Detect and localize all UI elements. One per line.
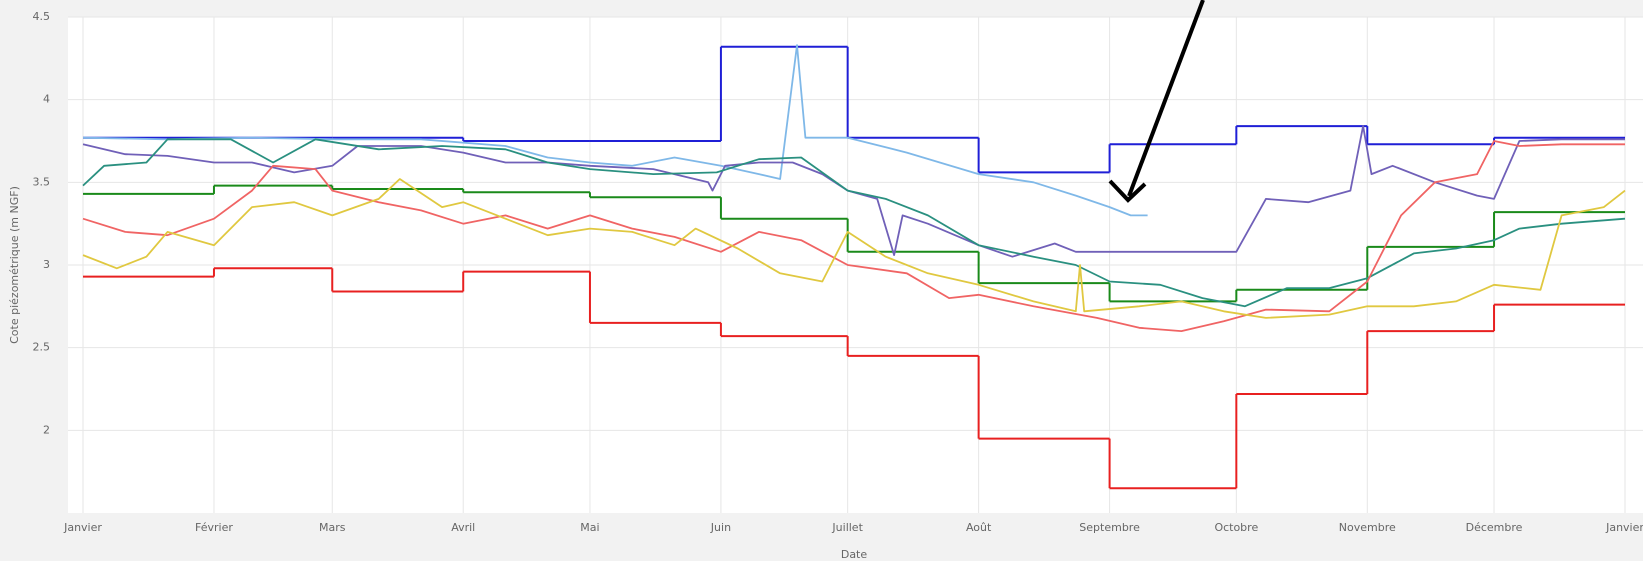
x-axis-label: Date — [841, 548, 868, 561]
series-line — [82, 178, 1626, 319]
arrow-head — [1108, 179, 1147, 203]
series-line — [82, 44, 1148, 217]
y-tick-label: 4.5 — [33, 10, 51, 23]
x-tick-label: Novembre — [1339, 521, 1396, 534]
x-tick-label: Janvier — [1605, 521, 1643, 534]
y-tick-label: 2 — [43, 423, 50, 436]
y-axis-label: Cote piézométrique (m NGF) — [8, 186, 21, 344]
series-line — [82, 138, 1626, 308]
x-tick-label: Février — [195, 521, 233, 534]
x-tick-label: Mai — [580, 521, 599, 534]
x-tick-label: Avril — [451, 521, 475, 534]
x-tick-label: Mars — [319, 521, 346, 534]
x-tick-label: Décembre — [1466, 521, 1523, 534]
plot-layer: 2 2.5 3 3.5 4 4.5 Janvier Février Mars Avril Mai Ju… — [33, 10, 1643, 534]
x-tick-label: Janvier — [63, 521, 102, 534]
x-tick-label: Juin — [710, 521, 731, 534]
y-tick-label: 2.5 — [33, 341, 51, 354]
series-line — [82, 140, 1625, 332]
annotation-arrow — [1108, 0, 1205, 203]
y-tick-label: 4 — [43, 93, 50, 106]
y-tick-label: 3.5 — [33, 175, 51, 188]
x-tick-label: Septembre — [1079, 521, 1140, 534]
arrow-shaft — [1127, 0, 1205, 197]
y-tick-label: 3 — [43, 258, 50, 271]
x-tick-label: Octobre — [1214, 521, 1258, 534]
x-tick-label: Août — [966, 521, 992, 534]
x-tick-label: Juillet — [831, 521, 863, 534]
